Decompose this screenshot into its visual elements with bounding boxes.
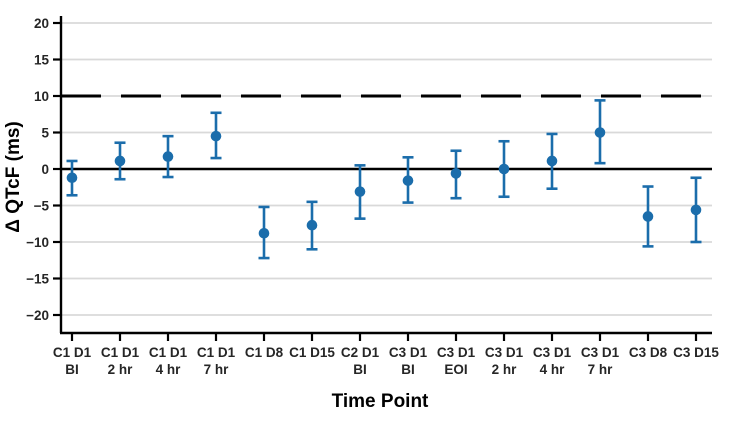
- x-category-label-line1: C3 D8: [629, 345, 668, 360]
- data-point: [162, 151, 174, 162]
- x-category-label-line1: C3 D1: [533, 345, 572, 360]
- y-tick-label: 20: [34, 16, 49, 31]
- x-category-label-line2: 7 hr: [588, 362, 614, 377]
- x-category-label-line1: C1 D1: [101, 345, 140, 360]
- x-category-label-line1: C3 D1: [389, 345, 428, 360]
- x-category-label-line1: C1 D8: [245, 345, 284, 360]
- x-category-label-line2: BI: [401, 362, 415, 377]
- x-category-label-line2: 2 hr: [492, 362, 518, 377]
- data-point: [546, 155, 558, 167]
- plot-dynamic: 20 15 10 5 0 −5 −10 −15 −20 C1 D1 BI C1 D1 2 hr C1 D1…: [26, 16, 719, 377]
- x-category-label-line2: 4 hr: [540, 362, 566, 377]
- y-tick-label: 10: [34, 89, 49, 104]
- data-point: [690, 204, 702, 216]
- y-tick-label: −20: [26, 308, 49, 323]
- x-axis-title: Time Point: [332, 391, 429, 412]
- x-category-label-line2: BI: [65, 362, 79, 377]
- data-point: [354, 186, 366, 197]
- x-category-label-line1: C3 D15: [673, 345, 719, 360]
- data-point: [402, 175, 414, 186]
- data-point: [306, 219, 318, 231]
- y-tick-label: 5: [41, 126, 49, 141]
- x-category-label-line1: C3 D1: [581, 345, 620, 360]
- data-point: [498, 163, 510, 175]
- data-point: [642, 211, 654, 222]
- x-category-label-line1: C1 D15: [289, 345, 335, 360]
- data-point: [210, 130, 222, 142]
- data-point: [258, 227, 270, 239]
- x-category-label-line1: C1 D1: [197, 345, 236, 360]
- x-category-label-line1: C3 D1: [485, 345, 524, 360]
- x-category-label-line2: EOI: [444, 362, 467, 377]
- x-category-label-line1: C1 D1: [149, 345, 188, 360]
- y-axis-title: Δ QTcF (ms): [3, 121, 24, 232]
- y-tick-label: 0: [41, 162, 49, 177]
- x-category-label-line1: C3 D1: [437, 345, 476, 360]
- y-tick-label: −15: [26, 272, 49, 287]
- x-category-label-line2: 2 hr: [108, 362, 134, 377]
- x-category-label-line2: BI: [353, 362, 367, 377]
- x-category-label-line2: 4 hr: [156, 362, 182, 377]
- x-category-label-line1: C2 D1: [341, 345, 380, 360]
- y-tick-label: −5: [34, 199, 50, 214]
- data-point: [594, 127, 606, 138]
- data-point: [114, 155, 126, 167]
- data-point: [66, 172, 78, 184]
- x-category-label-line1: C1 D1: [53, 345, 92, 360]
- y-tick-label: 15: [34, 53, 50, 68]
- data-point: [450, 168, 462, 179]
- y-tick-label: −10: [26, 235, 49, 250]
- x-category-label-line2: 7 hr: [204, 362, 230, 377]
